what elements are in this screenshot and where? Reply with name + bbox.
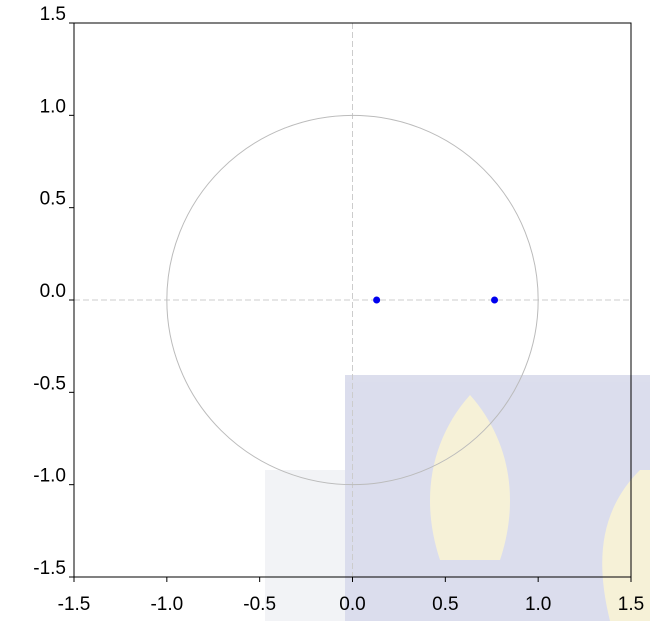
page: -1.5 -1.0 -0.5 0.0 0.5 1.0 1.5 -1.5 -1.0 -0.5 0.0 0… [0, 0, 650, 621]
y-tick-label: -1.0 [33, 466, 66, 487]
y-tick-label: 1.5 [40, 4, 66, 25]
x-tick-label: -1.5 [58, 594, 91, 615]
x-tick-label: 0.0 [339, 594, 365, 615]
point [491, 297, 498, 304]
watermark [265, 375, 650, 621]
chart: -1.5 -1.0 -0.5 0.0 0.5 1.0 1.5 -1.5 -1.0 -0.5 0.0 0… [0, 0, 650, 621]
x-tick-label: 0.5 [432, 594, 458, 615]
y-tick-label: -0.5 [33, 373, 66, 394]
point [373, 297, 380, 304]
watermark-bg [265, 470, 345, 621]
x-tick-label: -1.0 [150, 594, 183, 615]
y-tick-label: 1.0 [40, 96, 66, 117]
y-tick-label: -1.5 [33, 558, 66, 579]
x-tick-label: 1.5 [618, 594, 644, 615]
x-tick-label: 1.0 [525, 594, 551, 615]
y-tick-label: 0.5 [40, 189, 66, 210]
y-tick-label: 0.0 [40, 281, 66, 302]
x-tick-label: -0.5 [243, 594, 276, 615]
